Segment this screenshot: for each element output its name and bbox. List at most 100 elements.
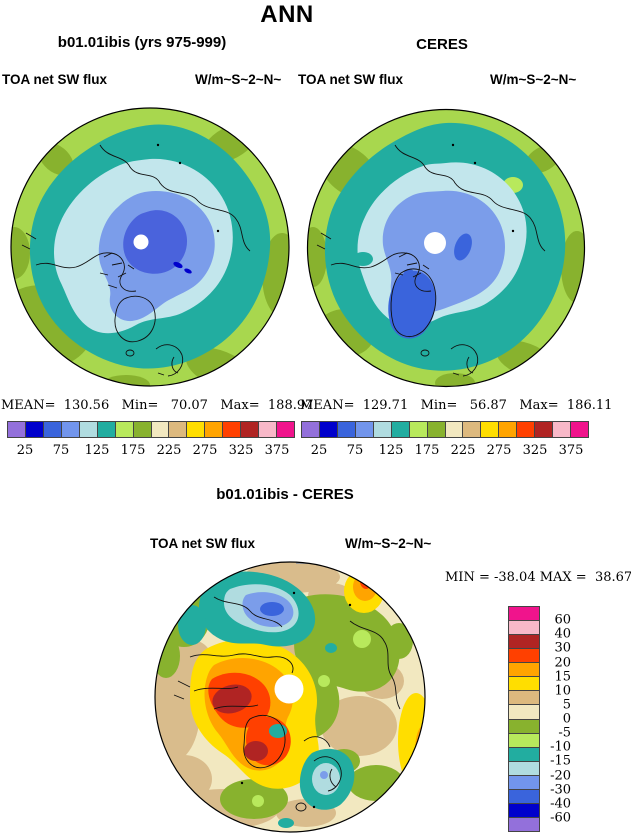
colorbar-cell <box>390 422 409 437</box>
difference-colorbar <box>508 606 540 832</box>
left-panel-title: b01.01ibis (yrs 975-999) <box>57 34 227 51</box>
colorbar-tick-label: -10 <box>550 739 571 755</box>
right-field-label: TOA net SW flux <box>298 72 404 87</box>
colorbar-tick-label: 5 <box>562 697 571 713</box>
colorbar-tick-label: 375 <box>264 443 290 458</box>
colorbar-tick-label: -60 <box>550 810 571 826</box>
colorbar-tick-label: 325 <box>522 443 548 458</box>
colorbar-tick-label: 275 <box>486 443 512 458</box>
contour-fill-royal-blue <box>388 270 436 339</box>
right-panel-title: CERES <box>416 36 468 53</box>
colorbar-cell <box>24 422 43 437</box>
difference-minmax-line: MIN = -38.04 MAX = 38.67 <box>445 570 631 585</box>
colorbar-tick-label: 225 <box>450 443 476 458</box>
page-title: ANN <box>260 1 314 28</box>
right-units-label: W/m~S~2~N~ <box>490 72 577 87</box>
colorbar-tick-label: 375 <box>558 443 584 458</box>
colorbar-cell <box>509 648 539 663</box>
colorbar-cell <box>354 422 373 437</box>
colorbar-cell <box>509 634 539 649</box>
contour-fill-teal-spots <box>269 643 337 828</box>
colorbar-tick-label: 20 <box>554 655 571 670</box>
colorbar-cell <box>408 422 427 437</box>
left-stats-line: MEAN= 130.56 Min= 70.07 Max= 188.97 <box>1 398 314 413</box>
colorbar-tick-label: 175 <box>120 443 146 458</box>
pole-hole <box>424 232 446 254</box>
colorbar-cell <box>570 422 588 437</box>
colorbar-cell <box>509 760 539 775</box>
colorbar-cell <box>114 422 133 437</box>
right-stats-line: MEAN= 129.71 Min= 56.87 Max= 186.11 <box>300 398 613 413</box>
map-rim <box>154 561 426 833</box>
colorbar-cell <box>60 422 79 437</box>
colorbar-tick-label: 325 <box>228 443 254 458</box>
colorbar-tick-label: 40 <box>554 626 571 642</box>
colorbar-tick-label: 15 <box>554 669 571 685</box>
colorbar-cell <box>372 422 391 437</box>
colorbar-cell <box>509 704 539 719</box>
difference-colorbar-labels: 60 40 30 20 15 10 5 0 -5 -10 -15 -20 -30 -40 -60 <box>541 606 571 832</box>
colorbar-tick-label: -40 <box>550 796 571 812</box>
colorbar-tick-label: 125 <box>84 443 110 458</box>
colorbar-tick-label: 175 <box>414 443 440 458</box>
colorbar-tick-label: -5 <box>558 725 571 741</box>
colorbar-cell <box>240 422 259 437</box>
colorbar-cell <box>534 422 553 437</box>
colorbar-tick-label: -30 <box>550 782 571 798</box>
island-dots <box>451 143 515 233</box>
map-rim <box>306 108 586 388</box>
colorbar-cell <box>318 422 337 437</box>
contour-fill-teal-spot <box>353 252 373 266</box>
colorbar-tick-label: -15 <box>550 753 571 769</box>
colorbar-cell <box>509 620 539 635</box>
map-rim <box>10 107 290 387</box>
difference-units-label: W/m~S~2~N~ <box>345 536 432 551</box>
colorbar-left <box>7 421 295 438</box>
coastlines <box>316 144 546 377</box>
colorbar-cell <box>204 422 223 437</box>
colorbar-cell <box>132 422 151 437</box>
colorbar-cell <box>78 422 97 437</box>
coastlines <box>173 596 401 812</box>
colorbar-cell <box>498 422 517 437</box>
colorbar-cell <box>509 746 539 761</box>
colorbar-left-labels: 25 75 125 175 225 275 325 375 <box>7 443 295 458</box>
colorbar-cell <box>509 774 539 789</box>
colorbar-cell <box>516 422 535 437</box>
colorbar-tick-label: 30 <box>554 640 571 656</box>
colorbar-cell <box>258 422 277 437</box>
colorbar-cell <box>96 422 115 437</box>
left-units-label: W/m~S~2~N~ <box>195 72 282 87</box>
colorbar-cell <box>462 422 481 437</box>
colorbar-right <box>301 421 589 438</box>
colorbar-cell <box>444 422 463 437</box>
colorbar-tick-label: 60 <box>554 612 571 628</box>
colorbar-cell <box>186 422 205 437</box>
colorbar-cell <box>509 816 539 831</box>
pole-hole <box>133 234 149 250</box>
colorbar-cell <box>509 732 539 747</box>
colorbar-tick-label: 225 <box>156 443 182 458</box>
colorbar-cell <box>42 422 61 437</box>
colorbar-cell <box>480 422 499 437</box>
difference-field-label: TOA net SW flux <box>150 536 256 551</box>
colorbar-cell <box>276 422 294 437</box>
contour-fill-top-cold-cluster <box>178 571 316 647</box>
colorbar-tick-label: 125 <box>378 443 404 458</box>
colorbar-cell <box>509 788 539 803</box>
colorbar-cell <box>509 676 539 691</box>
island-dots <box>156 143 220 233</box>
colorbar-tick-label: 75 <box>52 443 70 458</box>
colorbar-tick-label: 0 <box>562 711 571 727</box>
colorbar-cell <box>509 802 539 817</box>
contour-fill-navy-specks <box>173 261 192 274</box>
colorbar-tick-label: 75 <box>346 443 364 458</box>
colorbar-cell <box>509 607 539 621</box>
pole-hole <box>274 674 304 704</box>
colorbar-right-labels: 25 75 125 175 225 275 325 375 <box>301 443 589 458</box>
colorbar-cell <box>509 718 539 733</box>
colorbar-tick-label: 275 <box>192 443 218 458</box>
colorbar-cell <box>509 690 539 705</box>
model-polar-map <box>10 107 290 387</box>
